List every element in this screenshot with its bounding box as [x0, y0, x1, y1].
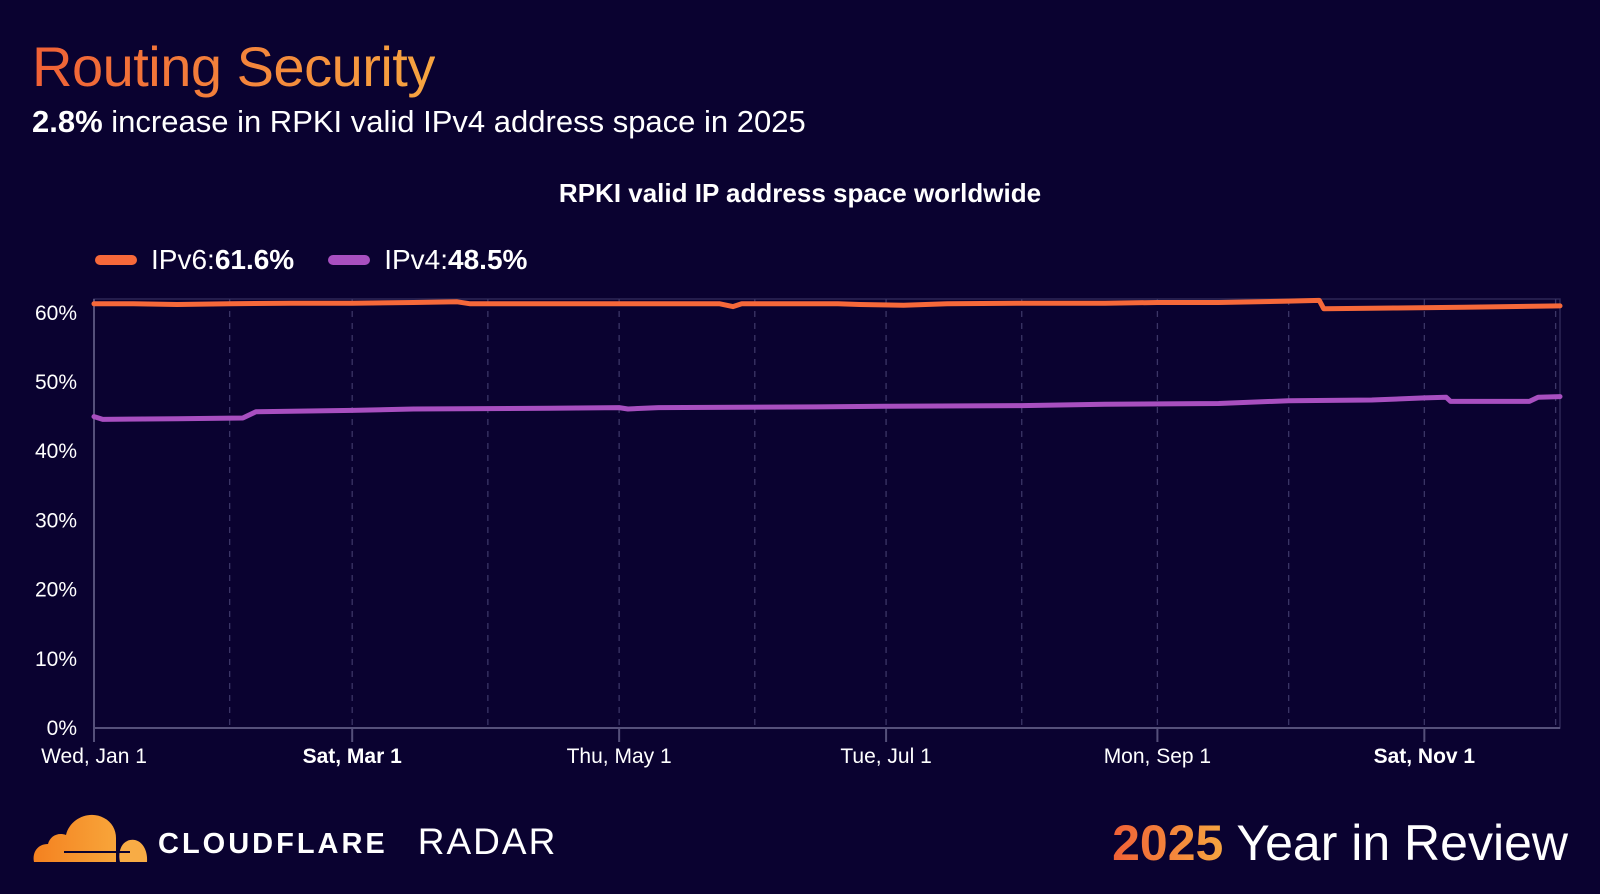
cloudflare-cloud-icon — [33, 814, 148, 862]
legend-item-ipv6[interactable]: IPv6: 61.6% — [95, 244, 294, 276]
cloudflare-radar-logo: CLOUDFLARE RADAR — [30, 808, 557, 864]
year: 2025 — [1112, 815, 1224, 871]
series-line-ipv4 — [91, 394, 1563, 422]
x-tick-label: Mon, Sep 1 — [1104, 745, 1211, 768]
year-in-review-badge: 2025 Year in Review — [1112, 814, 1568, 872]
brand-name: CLOUDFLARE — [158, 827, 388, 860]
subtitle-text: increase in RPKI valid IPv4 address spac… — [102, 104, 806, 139]
plot-frame — [93, 298, 1561, 729]
x-tick-label: Thu, May 1 — [567, 745, 672, 768]
page-subtitle: 2.8% increase in RPKI valid IPv4 address… — [32, 104, 806, 140]
y-tick-label: 60% — [35, 302, 77, 325]
y-tick-label: 40% — [35, 440, 77, 463]
x-tick-label: Wed, Jan 1 — [41, 745, 147, 768]
y-tick-label: 30% — [35, 509, 77, 532]
page-title: Routing Security — [32, 35, 435, 98]
x-tick-label: Tue, Jul 1 — [840, 745, 931, 768]
legend-label: IPv6: — [151, 244, 215, 275]
legend-swatch-ipv6 — [95, 255, 137, 265]
chart-legend: IPv6: 61.6% IPv4: 48.5% — [95, 244, 561, 276]
legend-value: 61.6% — [214, 244, 295, 275]
y-tick-label: 0% — [47, 717, 77, 740]
y-tick-label: 20% — [35, 579, 77, 602]
subtitle-highlight: 2.8% — [32, 104, 103, 139]
legend-label: IPv4: — [384, 244, 449, 275]
legend-value: 48.5% — [448, 244, 528, 275]
x-tick-label: Sat, Nov 1 — [1374, 745, 1476, 768]
legend-item-ipv4[interactable]: IPv4: 48.5% — [328, 244, 527, 276]
tagline: Year in Review — [1223, 815, 1568, 871]
y-tick-label: 50% — [35, 371, 77, 394]
chart-title: RPKI valid IP address space worldwide — [558, 178, 1042, 208]
series-line-ipv6 — [91, 297, 1563, 312]
y-tick-label: 10% — [35, 648, 77, 671]
x-tick-label: Sat, Mar 1 — [303, 745, 403, 768]
product-name: RADAR — [417, 821, 558, 862]
legend-swatch-ipv4 — [328, 255, 371, 265]
